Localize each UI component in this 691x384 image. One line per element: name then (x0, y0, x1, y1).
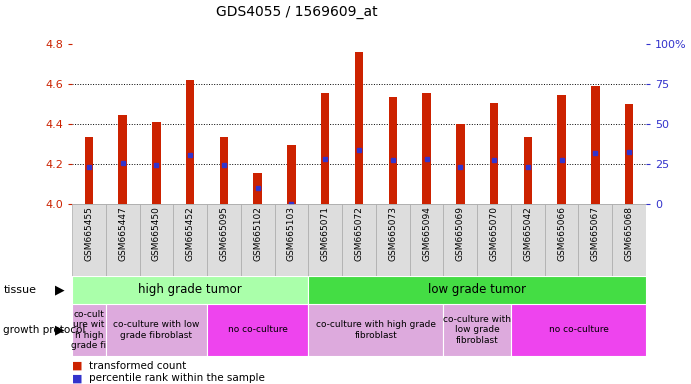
Text: low grade tumor: low grade tumor (428, 283, 526, 296)
Bar (321, 93, 330, 204)
Bar (72, 204, 106, 276)
Bar (477, 204, 511, 276)
Text: no co-culture: no co-culture (228, 326, 287, 334)
Text: GSM665103: GSM665103 (287, 206, 296, 261)
Text: GSM665068: GSM665068 (625, 206, 634, 261)
Bar (511, 304, 646, 356)
Bar (308, 304, 444, 356)
Bar (342, 204, 376, 276)
Bar (354, 52, 363, 204)
Bar (287, 145, 296, 204)
Bar (444, 304, 511, 356)
Bar (140, 204, 173, 276)
Text: GSM665069: GSM665069 (456, 206, 465, 261)
Text: GSM665066: GSM665066 (557, 206, 566, 261)
Bar (376, 204, 410, 276)
Bar (106, 204, 140, 276)
Bar (85, 137, 93, 204)
Text: ■: ■ (72, 361, 82, 371)
Text: GSM665094: GSM665094 (422, 206, 431, 261)
Text: co-culture with high grade
fibroblast: co-culture with high grade fibroblast (316, 320, 436, 340)
Text: GSM665071: GSM665071 (321, 206, 330, 261)
Text: GSM665073: GSM665073 (388, 206, 397, 261)
Bar (578, 204, 612, 276)
Bar (410, 204, 444, 276)
Bar (524, 137, 532, 204)
Text: GSM665070: GSM665070 (489, 206, 499, 261)
Bar (173, 204, 207, 276)
Bar (444, 204, 477, 276)
Text: growth protocol: growth protocol (3, 325, 86, 335)
Bar (106, 304, 207, 356)
Bar (511, 204, 545, 276)
Text: tissue: tissue (3, 285, 37, 295)
Text: ■: ■ (72, 373, 82, 383)
Bar (241, 204, 274, 276)
Bar (591, 86, 600, 204)
Text: GSM665072: GSM665072 (354, 206, 363, 261)
Text: percentile rank within the sample: percentile rank within the sample (89, 373, 265, 383)
Text: no co-culture: no co-culture (549, 326, 608, 334)
Bar (207, 204, 241, 276)
Bar (118, 115, 127, 204)
Bar (274, 204, 308, 276)
Text: GDS4055 / 1569609_at: GDS4055 / 1569609_at (216, 5, 378, 20)
Text: co-culture with low
grade fibroblast: co-culture with low grade fibroblast (113, 320, 200, 340)
Text: GSM665450: GSM665450 (152, 206, 161, 261)
Bar (308, 276, 646, 304)
Bar (422, 93, 430, 204)
Bar (490, 103, 498, 204)
Bar (152, 122, 160, 204)
Text: GSM665067: GSM665067 (591, 206, 600, 261)
Text: high grade tumor: high grade tumor (138, 283, 242, 296)
Bar (558, 95, 566, 204)
Text: GSM665042: GSM665042 (523, 206, 532, 261)
Text: transformed count: transformed count (89, 361, 187, 371)
Bar (72, 304, 106, 356)
Bar (186, 80, 194, 204)
Text: GSM665102: GSM665102 (253, 206, 262, 261)
Bar (220, 137, 228, 204)
Bar (254, 173, 262, 204)
Bar (545, 204, 578, 276)
Bar (388, 97, 397, 204)
Text: ▶: ▶ (55, 283, 65, 296)
Bar (308, 204, 342, 276)
Text: co-cult
ure wit
h high
grade fi: co-cult ure wit h high grade fi (71, 310, 106, 350)
Text: GSM665095: GSM665095 (220, 206, 229, 261)
Bar (207, 304, 308, 356)
Text: GSM665455: GSM665455 (84, 206, 93, 261)
Bar (625, 104, 634, 204)
Text: GSM665452: GSM665452 (186, 206, 195, 261)
Text: ▶: ▶ (55, 323, 65, 336)
Bar (612, 204, 646, 276)
Text: GSM665447: GSM665447 (118, 206, 127, 261)
Text: co-culture with
low grade
fibroblast: co-culture with low grade fibroblast (443, 315, 511, 345)
Bar (456, 124, 464, 204)
Bar (72, 276, 308, 304)
